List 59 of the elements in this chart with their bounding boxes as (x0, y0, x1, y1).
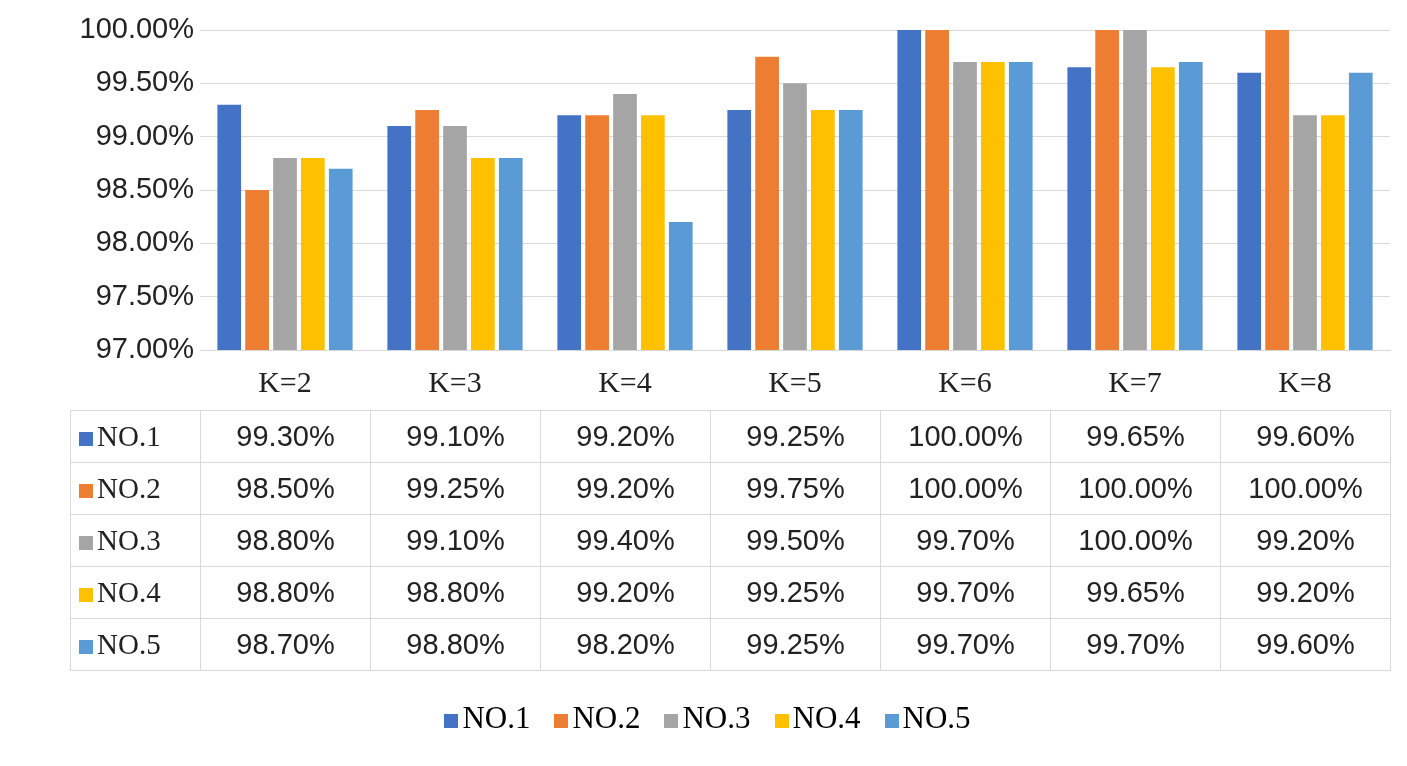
x-tick-label: K=3 (428, 364, 482, 398)
data-label: 99.20% (1220, 566, 1391, 619)
data-label: 98.20% (540, 618, 711, 671)
data-label: 99.25% (710, 410, 881, 463)
y-tick-label: 98.50% (95, 172, 194, 204)
data-label: 100.00% (880, 410, 1051, 463)
data-label: 100.00% (1220, 462, 1391, 515)
text: NO.1 (97, 420, 161, 452)
data-label: 99.30% (200, 410, 371, 463)
data-label: 98.50% (200, 462, 371, 515)
data-label: 100.00% (1050, 462, 1221, 515)
text: NO.3 (97, 524, 161, 556)
legend-label: NO.2 (571, 700, 641, 735)
data-label: 99.25% (710, 618, 881, 671)
data-label: 99.20% (540, 566, 711, 619)
y-tick-label: 99.00% (95, 118, 194, 151)
data-label: 99.40% (540, 514, 711, 567)
y-tick-label: 98.00% (95, 225, 194, 258)
data-label: 99.75% (710, 462, 881, 515)
data-label: 99.10% (370, 514, 541, 567)
data-label: 99.50% (710, 514, 881, 567)
legend-label: NO.1 (461, 700, 531, 735)
y-tick-label: 100.00% (79, 12, 194, 44)
data-label: 99.70% (1050, 618, 1221, 671)
data-label: 99.60% (1220, 618, 1391, 671)
data-label: 99.70% (880, 514, 1051, 567)
x-tick-label: K=7 (1108, 364, 1162, 398)
data-label: 98.70% (200, 618, 371, 671)
text: NO.2 (97, 472, 161, 504)
legend-label: NO.4 (791, 700, 861, 735)
data-label: 99.25% (710, 566, 881, 619)
data-label: 100.00% (1050, 514, 1221, 567)
data-label: 98.80% (200, 514, 371, 567)
data-label: 99.20% (540, 462, 711, 515)
text: NO.5 (97, 628, 161, 660)
y-tick-label: 99.50% (95, 65, 194, 98)
legend-label: NO.3 (681, 700, 751, 735)
data-label: 98.80% (200, 566, 371, 619)
data-label: 99.65% (1050, 410, 1221, 463)
data-label: 99.70% (880, 618, 1051, 671)
y-tick-label: 97.50% (95, 278, 194, 311)
data-label: 98.80% (370, 618, 541, 671)
data-label: 99.10% (370, 410, 541, 463)
data-label: 99.25% (370, 462, 541, 515)
x-tick-label: K=4 (598, 364, 652, 398)
data-label: 98.80% (370, 566, 541, 619)
data-label: 99.60% (1220, 410, 1391, 463)
text: NO.4 (97, 576, 161, 608)
data-label: 99.20% (1220, 514, 1391, 567)
x-tick-label: K=2 (258, 364, 312, 398)
x-tick-label: K=6 (938, 364, 992, 398)
x-tick-label: K=8 (1278, 364, 1332, 398)
y-tick-label: 97.00% (95, 332, 194, 364)
data-label: 100.00% (880, 462, 1051, 515)
data-label: 99.70% (880, 566, 1051, 619)
data-label: 99.20% (540, 410, 711, 463)
data-label: 99.65% (1050, 566, 1221, 619)
legend-label: NO.5 (901, 700, 971, 735)
x-tick-label: K=5 (768, 364, 822, 398)
